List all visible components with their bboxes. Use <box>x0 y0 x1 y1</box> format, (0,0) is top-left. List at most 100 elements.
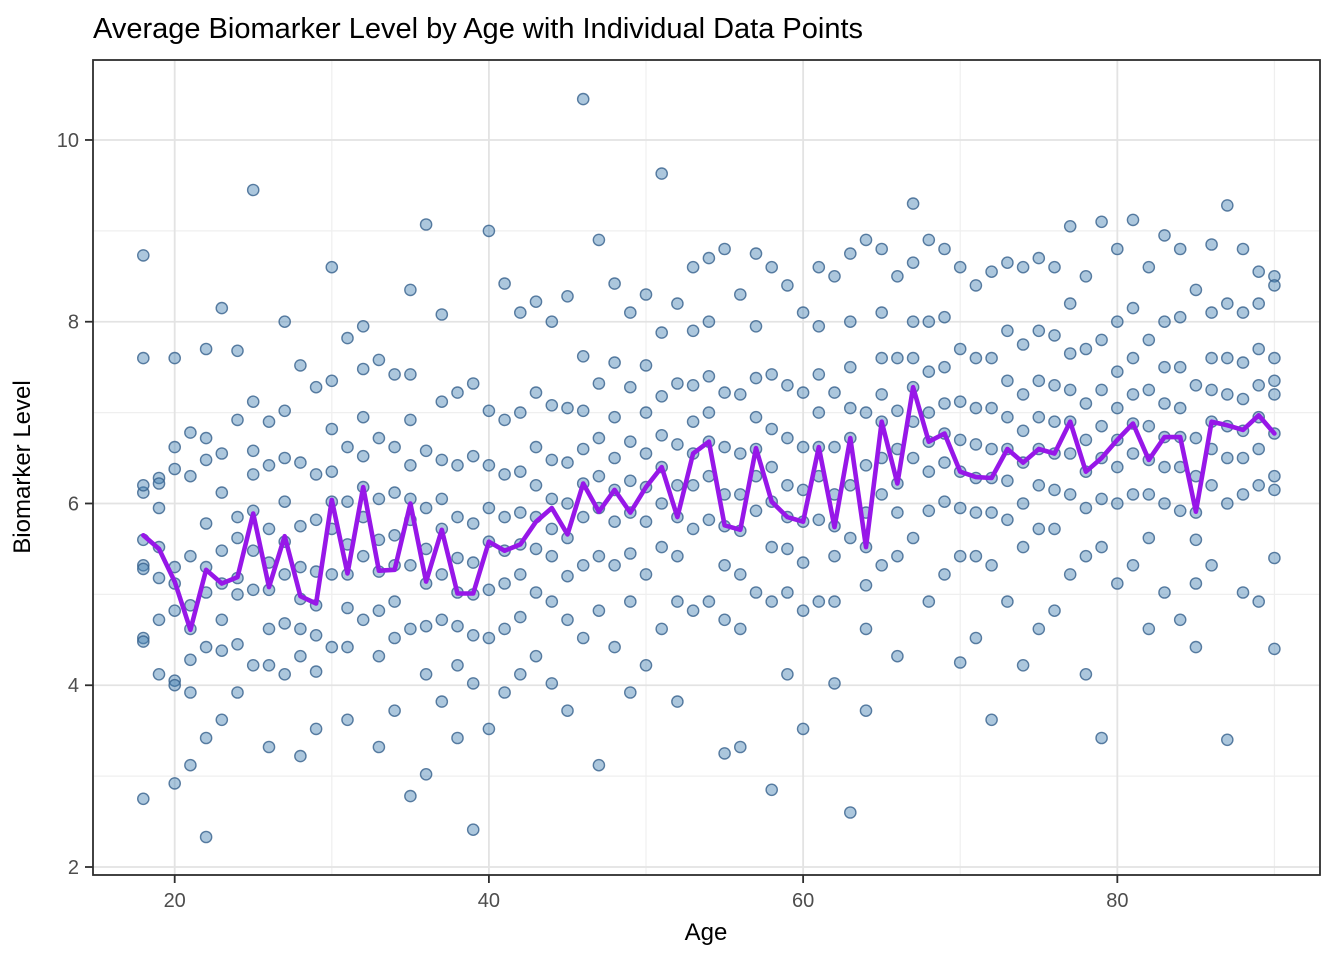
scatter-point <box>482 458 496 472</box>
scatter-point <box>294 622 307 636</box>
scatter-point <box>545 492 559 506</box>
scatter-point <box>828 386 841 399</box>
scatter-point <box>325 422 339 436</box>
scatter-point <box>1032 374 1046 388</box>
scatter-point <box>702 315 716 329</box>
scatter-point <box>372 649 386 663</box>
scatter-point <box>262 740 276 754</box>
scatter-point <box>388 595 401 608</box>
scatter-point <box>482 224 496 238</box>
scatter-point <box>404 458 417 472</box>
scatter-point <box>152 668 166 681</box>
scatter-point <box>1111 365 1124 379</box>
scatter-point <box>514 406 527 419</box>
scatter-point <box>953 501 967 515</box>
scatter-point <box>812 368 826 381</box>
scatter-point <box>734 568 747 581</box>
scatter-point <box>953 549 967 563</box>
scatter-point <box>1205 238 1218 251</box>
scatter-point <box>891 404 904 418</box>
scatter-point <box>1079 501 1093 515</box>
scatter-point <box>985 351 998 365</box>
scatter-point <box>922 465 936 479</box>
scatter-point <box>734 388 747 401</box>
scatter-point <box>246 183 260 197</box>
scatter-point <box>482 583 496 597</box>
scatter-point <box>1189 533 1203 547</box>
scatter-point <box>356 449 370 463</box>
scatter-point <box>953 342 967 356</box>
scatter-point <box>1205 559 1218 572</box>
scatter-point <box>859 233 873 247</box>
scatter-point <box>576 349 590 363</box>
scatter-point <box>1221 297 1234 310</box>
scatter-point <box>812 406 826 419</box>
scatter-point <box>482 501 496 515</box>
scatter-point <box>844 531 857 545</box>
scatter-point <box>482 722 496 736</box>
scatter-point <box>749 319 763 333</box>
scatter-point <box>796 440 810 454</box>
scatter-point <box>545 398 559 412</box>
scatter-point <box>451 659 464 672</box>
scatter-point <box>545 549 559 563</box>
scatter-point <box>953 656 967 669</box>
scatter-point <box>1032 478 1046 492</box>
scatter-point <box>781 542 794 556</box>
scatter-point <box>749 586 763 599</box>
scatter-point <box>231 531 244 545</box>
scatter-point <box>529 478 543 492</box>
scatter-point <box>1158 586 1171 599</box>
scatter-point <box>686 604 700 618</box>
scatter-point <box>1268 374 1281 388</box>
scatter-point <box>278 668 292 681</box>
x-tick-label: 80 <box>1106 890 1128 912</box>
scatter-point <box>875 242 889 256</box>
scatter-point <box>1001 256 1014 270</box>
scatter-point <box>325 465 339 479</box>
scatter-point <box>246 659 260 672</box>
scatter-point <box>1001 595 1014 608</box>
scatter-point <box>372 353 386 367</box>
scatter-point <box>262 458 276 472</box>
scatter-point <box>294 519 307 533</box>
scatter-point <box>671 297 684 310</box>
scatter-point <box>215 447 229 460</box>
scatter-point <box>765 783 779 797</box>
scatter-point <box>906 451 920 465</box>
scatter-point <box>828 269 841 283</box>
scatter-point <box>686 324 700 338</box>
scatter-point <box>938 310 951 324</box>
scatter-point <box>356 613 370 627</box>
scatter-point <box>372 604 386 618</box>
scatter-point <box>718 747 731 760</box>
axis-ticks <box>85 139 1119 883</box>
scatter-point <box>1111 401 1124 415</box>
scatter-point <box>435 395 449 409</box>
scatter-point <box>702 369 716 383</box>
scatter-point <box>341 495 354 509</box>
scatter-point <box>859 458 873 472</box>
scatter-point <box>1001 324 1014 338</box>
scatter-point <box>1252 378 1265 392</box>
scatter-point <box>1126 301 1140 315</box>
scatter-point <box>639 515 653 529</box>
scatter-point <box>734 622 747 636</box>
scatter-point <box>1236 306 1250 319</box>
scatter-point <box>246 395 260 409</box>
scatter-point <box>906 315 920 329</box>
scatter-point <box>168 440 181 454</box>
scatter-point <box>388 368 401 381</box>
scatter-point <box>184 426 197 439</box>
scatter-point <box>655 389 669 403</box>
scatter-point <box>1142 488 1156 501</box>
scatter-point <box>466 677 480 690</box>
scatter-point <box>372 431 386 445</box>
x-tick-label: 40 <box>478 890 500 912</box>
scatter-point <box>796 722 810 736</box>
scatter-point <box>1158 397 1171 410</box>
scatter-point <box>1205 478 1218 492</box>
scatter-point <box>309 629 323 642</box>
axis-tick-labels: 20 40 60 80 2 4 6 8 10 <box>57 130 1129 912</box>
